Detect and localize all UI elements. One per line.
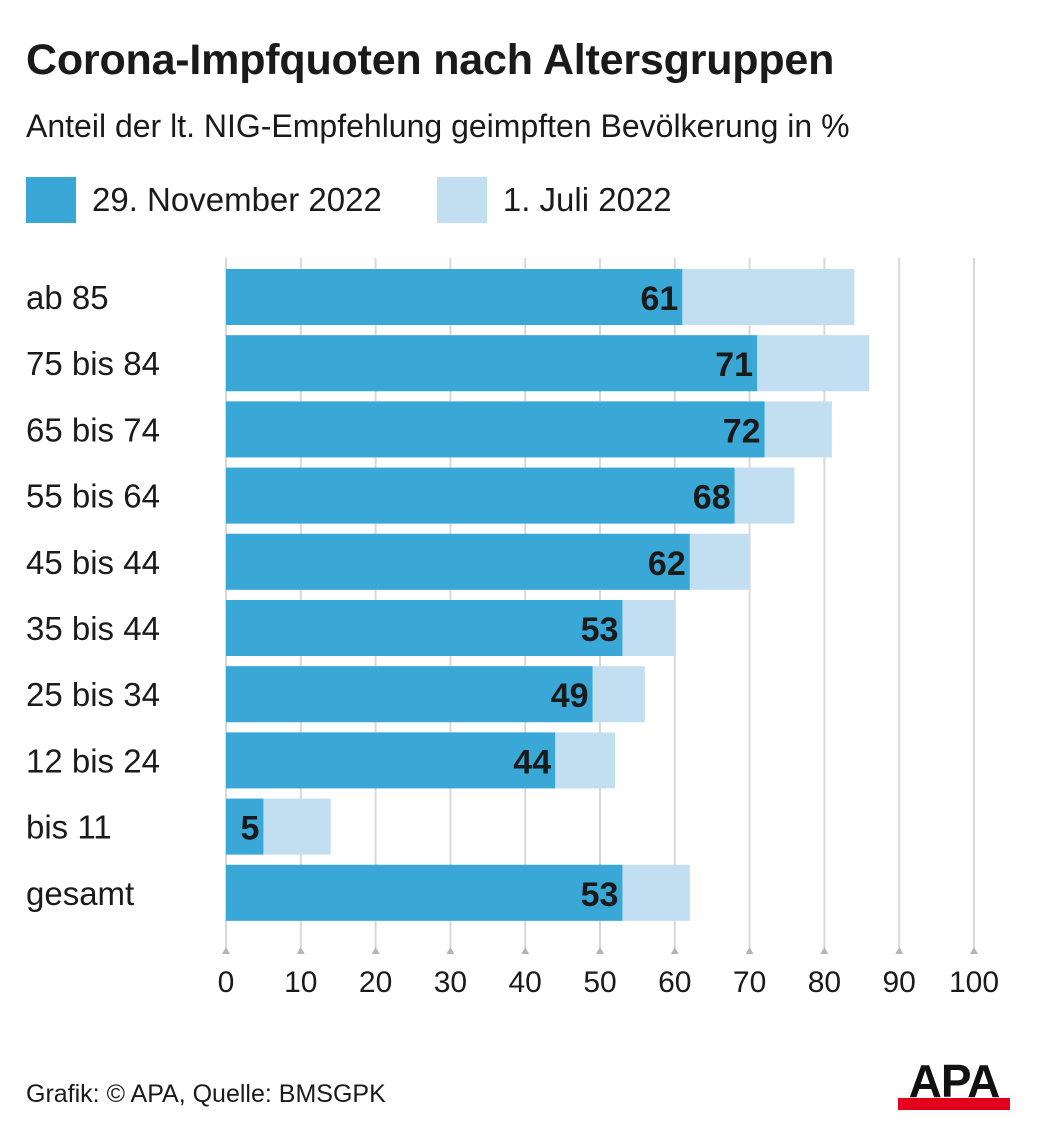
data-label-9: 53 <box>581 876 619 914</box>
data-label-7: 44 <box>513 743 551 781</box>
legend-item-november: 29. November 2022 <box>26 177 382 223</box>
bar-november-5 <box>226 600 623 656</box>
tick-mark-0 <box>222 947 230 954</box>
category-label-2: 65 bis 74 <box>26 411 160 448</box>
tick-label-40: 40 <box>509 966 542 999</box>
category-label-7: 12 bis 24 <box>26 742 160 779</box>
bar-november-3 <box>226 467 735 524</box>
tick-label-50: 50 <box>583 966 616 999</box>
apa-logo: APA <box>898 1060 1010 1110</box>
category-label-0: ab 85 <box>26 279 109 316</box>
legend: 29. November 2022 1. Juli 2022 <box>26 177 727 223</box>
chart-title: Corona-Impfquoten nach Altersgruppen <box>26 36 835 84</box>
tick-label-70: 70 <box>733 966 766 999</box>
bar-november-8 <box>226 798 264 855</box>
source-credit: Grafik: © APA, Quelle: BMSGPK <box>26 1080 386 1108</box>
bar-chart: ab 85 61 75 bis 84 71 65 bis 74 72 55 bis 64 68… <box>26 258 999 999</box>
tick-label-10: 10 <box>284 966 317 999</box>
tick-label-20: 20 <box>359 966 392 999</box>
tick-mark-60 <box>670 947 679 954</box>
tick-label-60: 60 <box>658 966 691 999</box>
tick-mark-50 <box>596 947 604 954</box>
category-label-6: 25 bis 34 <box>26 676 160 713</box>
chart-subtitle: Anteil der lt. NIG-Empfehlung geimpften … <box>26 108 850 144</box>
bar-november-0 <box>226 269 683 325</box>
legend-swatch-juli <box>436 177 487 223</box>
legend-swatch-november <box>26 177 76 223</box>
bar-november-9 <box>226 864 623 921</box>
tick-mark-10 <box>296 947 305 954</box>
tick-label-80: 80 <box>808 966 841 999</box>
tick-label-100: 100 <box>949 966 999 999</box>
legend-label-juli: 1. Juli 2022 <box>502 181 672 218</box>
data-label-2: 72 <box>723 412 761 450</box>
data-label-5: 53 <box>581 611 619 649</box>
bar-november-2 <box>226 401 765 458</box>
legend-item-juli: 1. Juli 2022 <box>436 177 672 223</box>
category-label-8: bis 11 <box>26 809 112 846</box>
tick-label-90: 90 <box>883 966 916 999</box>
tick-mark-40 <box>521 947 530 954</box>
category-label-1: 75 bis 84 <box>26 345 160 382</box>
data-label-6: 49 <box>551 677 589 715</box>
data-label-1: 71 <box>715 346 753 384</box>
bar-november-6 <box>226 666 593 723</box>
tick-label-30: 30 <box>434 966 467 999</box>
tick-mark-80 <box>820 947 829 954</box>
tick-mark-30 <box>446 947 455 954</box>
bar-november-7 <box>226 732 556 789</box>
tick-label-0: 0 <box>218 966 235 999</box>
tick-mark-20 <box>371 947 380 954</box>
data-label-4: 62 <box>648 545 686 583</box>
legend-label-november: 29. November 2022 <box>92 181 382 218</box>
category-label-3: 55 bis 64 <box>26 478 160 515</box>
bar-november-4 <box>226 533 690 590</box>
tick-mark-70 <box>745 947 754 954</box>
data-label-0: 61 <box>640 280 678 318</box>
data-label-3: 68 <box>693 479 731 517</box>
bar-november-1 <box>226 335 758 392</box>
category-label-5: 35 bis 44 <box>26 610 160 647</box>
apa-logo-bar <box>898 1098 1010 1110</box>
tick-mark-100 <box>970 947 978 954</box>
data-label-8: 5 <box>240 810 259 848</box>
category-label-4: 45 bis 44 <box>26 544 160 581</box>
tick-mark-90 <box>895 947 904 954</box>
category-label-9: gesamt <box>26 875 134 912</box>
